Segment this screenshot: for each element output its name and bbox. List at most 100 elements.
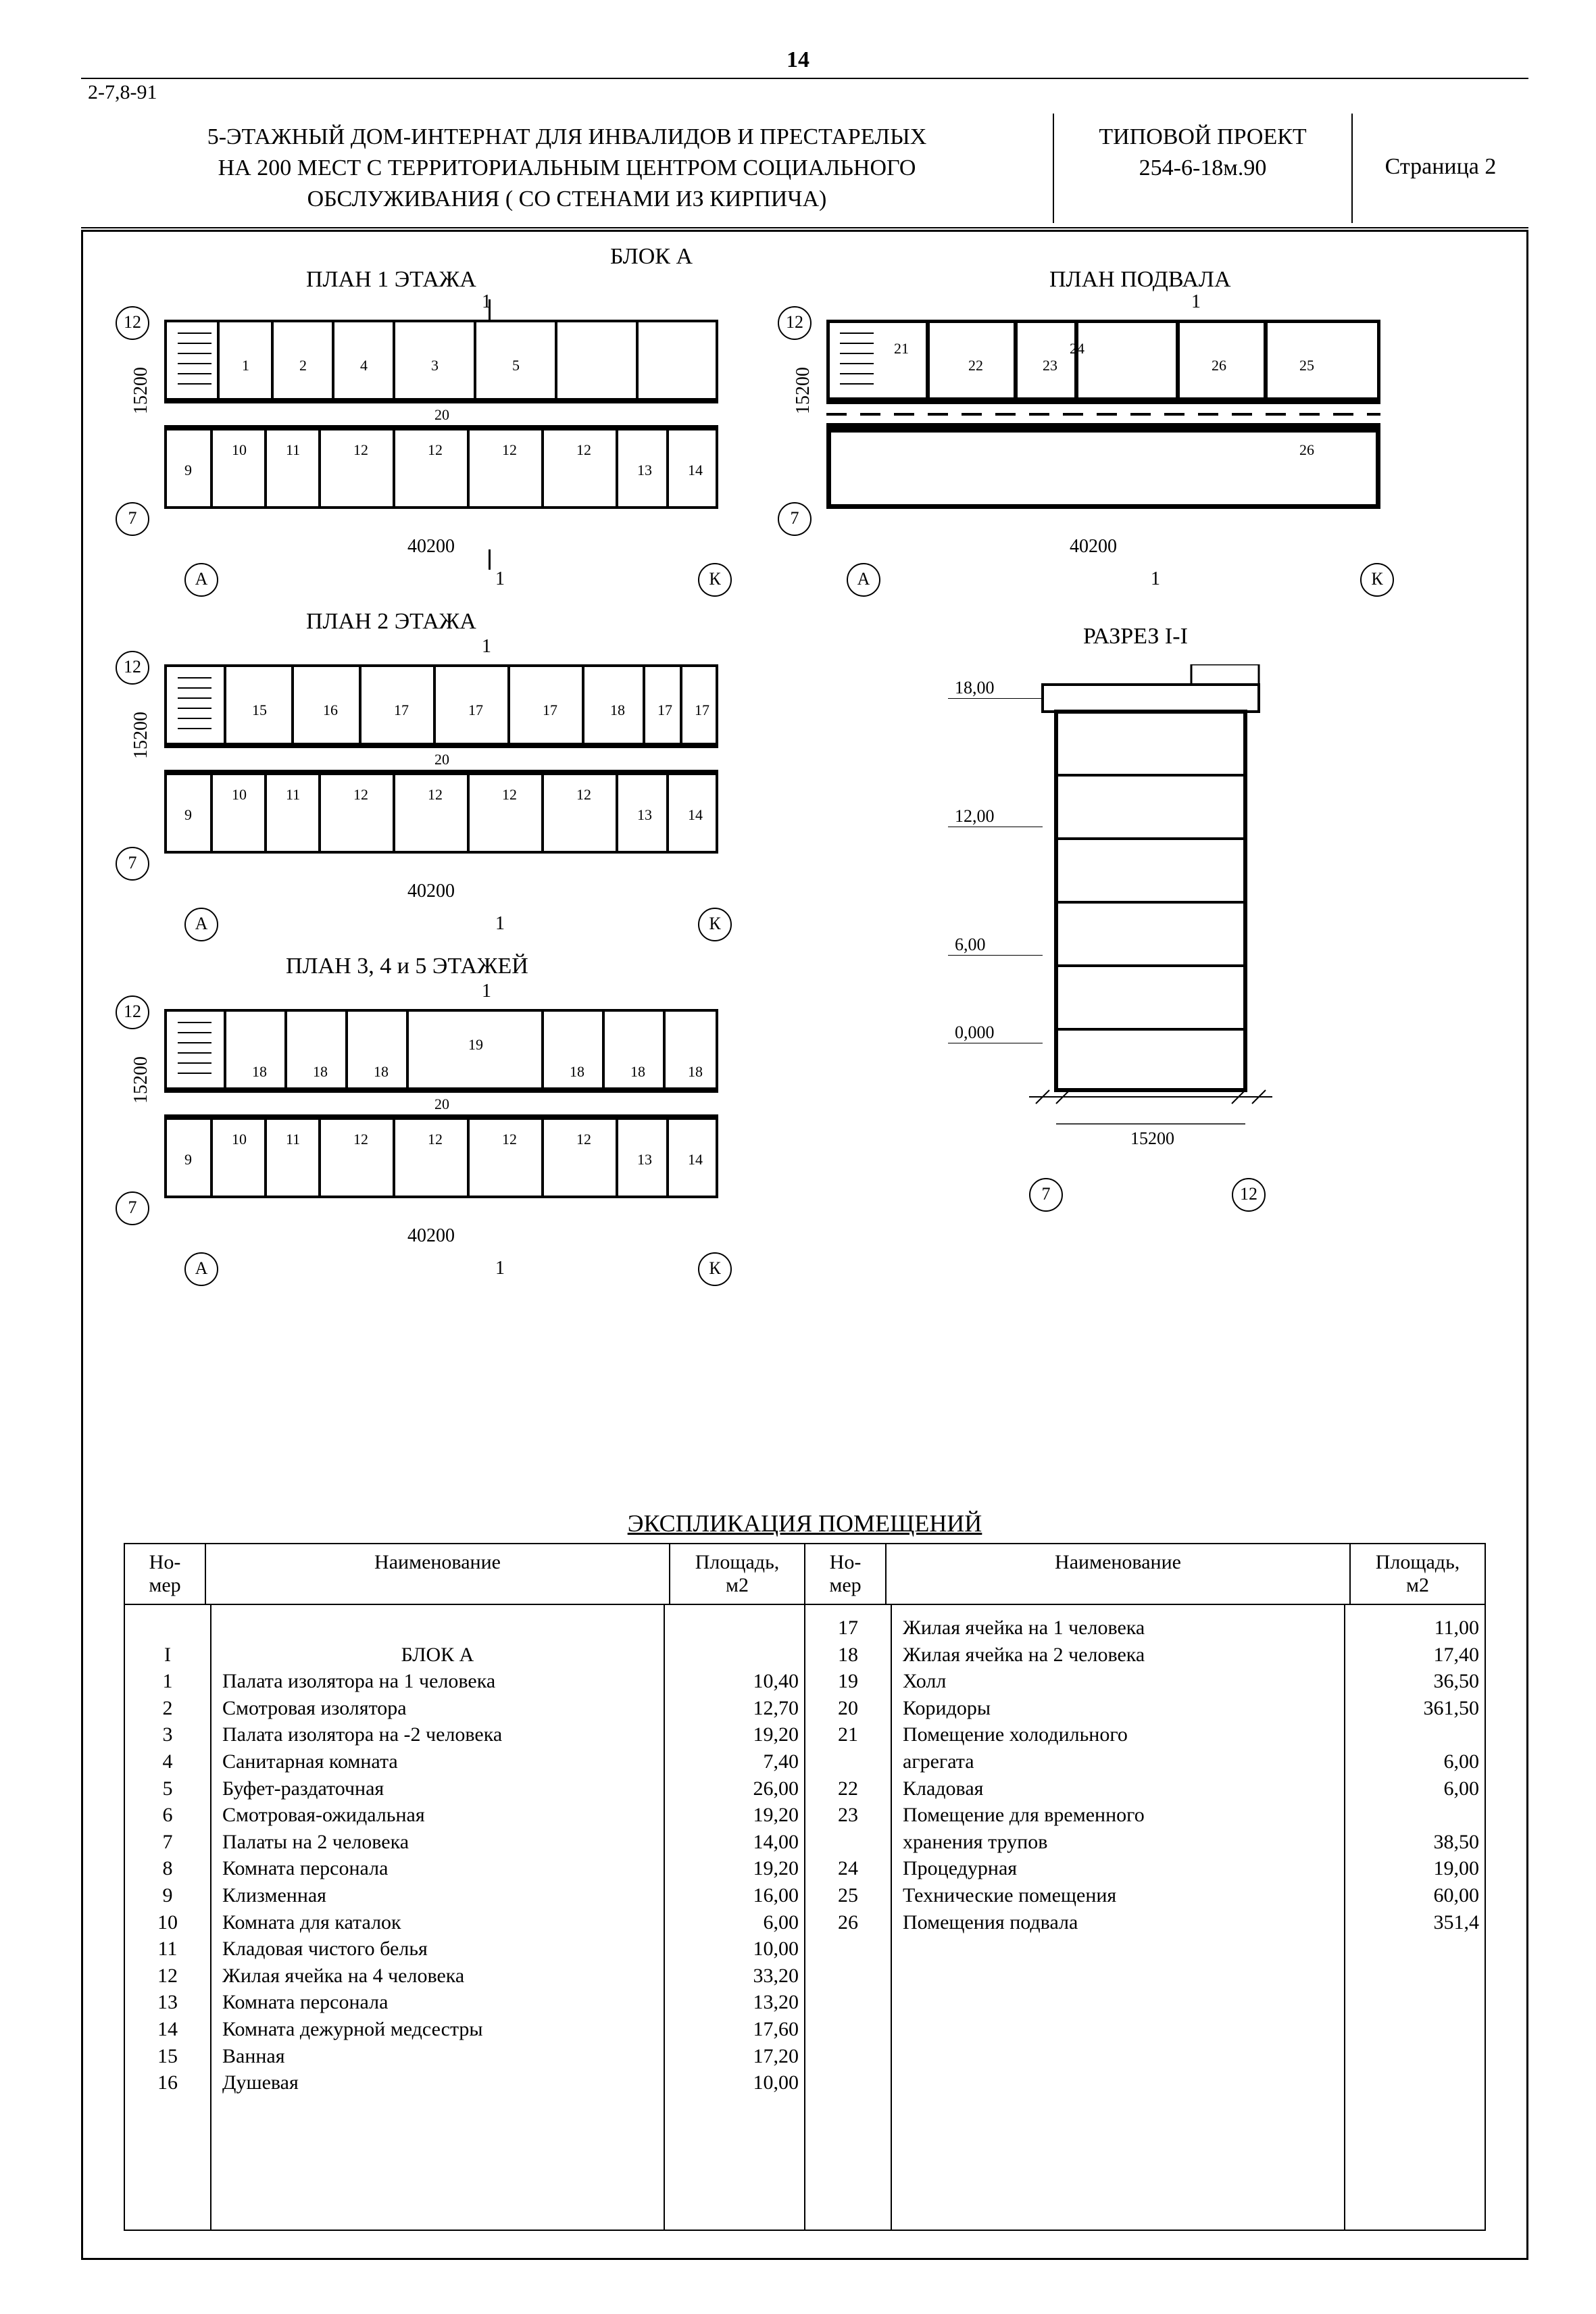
top-rule	[81, 78, 1528, 79]
right-names: Жилая ячейка на 1 человекаЖилая ячейка н…	[892, 1605, 1345, 2230]
left-nums: I 12345678910111213141516	[125, 1605, 211, 2230]
svg-text:20: 20	[434, 751, 449, 768]
page: 14 2-7,8-91 5-ЭТАЖНЫЙ ДОМ-ИНТЕРНАТ ДЛЯ И…	[0, 0, 1596, 2314]
svg-text:13: 13	[637, 462, 652, 478]
svg-text:22: 22	[968, 357, 983, 374]
explication-table: Но- мер Наименование Площадь, м2 I 12345…	[124, 1543, 1486, 2231]
p2s-1b: 1	[495, 913, 505, 935]
svg-text:20: 20	[434, 1096, 449, 1112]
svg-text:18: 18	[688, 1063, 703, 1080]
bas-dimh: 40200	[1070, 536, 1117, 558]
plan2-dimv: 15200	[130, 712, 152, 759]
svg-text:12: 12	[428, 441, 443, 458]
plan1-svg: 12 43 5 20 910 1112 1212 1213 14	[164, 320, 718, 509]
svg-text:16: 16	[323, 701, 338, 718]
svg-text:10: 10	[232, 1131, 247, 1148]
svg-text:3: 3	[431, 357, 439, 374]
svg-text:18: 18	[570, 1063, 584, 1080]
svg-text:13: 13	[637, 806, 652, 823]
p3-a: А	[184, 1252, 218, 1286]
svg-text:18: 18	[252, 1063, 267, 1080]
hdr-name: Наименование	[206, 1544, 670, 1604]
hdr-num-r: Но- мер	[805, 1544, 887, 1604]
svg-text:12: 12	[353, 786, 368, 803]
svg-text:5: 5	[512, 357, 520, 374]
table-left: Но- мер Наименование Площадь, м2 I 12345…	[125, 1544, 804, 2230]
axis-7: 7	[116, 502, 149, 536]
svg-text:17: 17	[657, 701, 672, 718]
header-page: Страница 2	[1353, 122, 1528, 215]
p2s-1t: 1	[482, 636, 491, 658]
svg-text:12: 12	[502, 1131, 517, 1148]
header-project: ТИПОВОЙ ПРОЕКТ 254-6-18м.90	[1053, 114, 1353, 223]
svg-text:18: 18	[374, 1063, 389, 1080]
doc-code: 2-7,8-91	[88, 81, 157, 104]
el-l3	[948, 955, 1043, 956]
section-title: РАЗРЕЗ I-I	[1083, 624, 1188, 649]
bax-7: 7	[778, 502, 812, 536]
svg-text:23: 23	[1043, 357, 1057, 374]
svg-text:11: 11	[286, 441, 300, 458]
p3s-1t: 1	[482, 981, 491, 1002]
left-areas: 10,4012,7019,207,4026,0019,2014,0019,201…	[665, 1605, 804, 2230]
header-title: 5-ЭТАЖНЫЙ ДОМ-ИНТЕРНАТ ДЛЯ ИНВАЛИДОВ И П…	[81, 122, 1053, 215]
elev-12: 12,00	[955, 806, 995, 827]
svg-text:14: 14	[688, 462, 703, 478]
header-row: 5-ЭТАЖНЫЙ ДОМ-ИНТЕРНАТ ДЛЯ ИНВАЛИДОВ И П…	[81, 122, 1528, 228]
svg-text:15: 15	[252, 701, 267, 718]
p3-7: 7	[116, 1191, 149, 1225]
svg-text:19: 19	[468, 1036, 483, 1053]
title-l1: 5-ЭТАЖНЫЙ ДОМ-ИНТЕРНАТ ДЛЯ ИНВАЛИДОВ И П…	[207, 124, 927, 149]
svg-text:12: 12	[502, 441, 517, 458]
bax-k: К	[1360, 563, 1394, 597]
p2-a: А	[184, 908, 218, 941]
svg-text:12: 12	[428, 1131, 443, 1148]
table-body-right: 1718192021 2223 242526 Жилая ячейка на 1…	[805, 1605, 1485, 2230]
p2-12: 12	[116, 651, 149, 685]
hdr-name-r: Наименование	[887, 1544, 1351, 1604]
axis-k: К	[698, 563, 732, 597]
table-body-left: I 12345678910111213141516 БЛОК А Палата …	[125, 1605, 804, 2230]
plan2-dimh: 40200	[407, 881, 455, 902]
svg-text:17: 17	[543, 701, 557, 718]
svg-text:13: 13	[637, 1151, 652, 1168]
basement: 2122 2324 2625 26	[826, 320, 1380, 509]
svg-text:12: 12	[576, 786, 591, 803]
hdr-area: Площадь, м2	[670, 1544, 804, 1604]
table-head-left: Но- мер Наименование Площадь, м2	[125, 1544, 804, 1605]
svg-text:20: 20	[434, 406, 449, 423]
svg-text:2: 2	[299, 357, 307, 374]
svg-text:11: 11	[286, 786, 300, 803]
svg-text:14: 14	[688, 1151, 703, 1168]
table-right: Но- мер Наименование Площадь, м2 1718192…	[804, 1544, 1485, 2230]
plan3-dimv: 15200	[130, 1056, 152, 1104]
plan2-title: ПЛАН 2 ЭТАЖА	[306, 609, 476, 635]
sect-dim: 15200	[1130, 1129, 1174, 1148]
svg-text:12: 12	[502, 786, 517, 803]
title-l3: ОБСЛУЖИВАНИЯ ( СО СТЕНАМИ ИЗ КИРПИЧА)	[307, 187, 827, 212]
svg-text:1: 1	[242, 357, 249, 374]
axis-12: 12	[116, 306, 149, 340]
plan1: 12 43 5 20 910 1112 1212 1213 14	[164, 320, 718, 509]
sec-ax-7: 7	[1029, 1178, 1063, 1212]
p3-k: К	[698, 1252, 732, 1286]
plan1-title: ПЛАН 1 ЭТАЖА	[306, 267, 476, 293]
svg-text:10: 10	[232, 786, 247, 803]
hdr-num: Но- мер	[125, 1544, 206, 1604]
bsm-1b: 1	[1151, 568, 1160, 590]
svg-text:26: 26	[1212, 357, 1226, 374]
svg-text:21: 21	[894, 340, 909, 357]
title-l2: НА 200 МЕСТ С ТЕРРИТОРИАЛЬНЫМ ЦЕНТРОМ СО…	[218, 155, 916, 180]
svg-text:12: 12	[576, 441, 591, 458]
right-areas: 11,0017,4036,50361,50 6,006,00 38,5019,0…	[1345, 1605, 1485, 2230]
el-l1	[948, 698, 1043, 699]
svg-text:18: 18	[630, 1063, 645, 1080]
plan345-svg: 1818 1819 1818 18 20 910 1112 1212 1213 …	[164, 1009, 718, 1198]
block-label: БЛОК А	[610, 244, 693, 270]
svg-text:12: 12	[353, 1131, 368, 1148]
basement-svg: 2122 2324 2625 26	[826, 320, 1380, 509]
table-head-right: Но- мер Наименование Площадь, м2	[805, 1544, 1485, 1605]
axis-a: А	[184, 563, 218, 597]
p3s-1b: 1	[495, 1258, 505, 1279]
section-svg: 15200	[934, 664, 1353, 1164]
